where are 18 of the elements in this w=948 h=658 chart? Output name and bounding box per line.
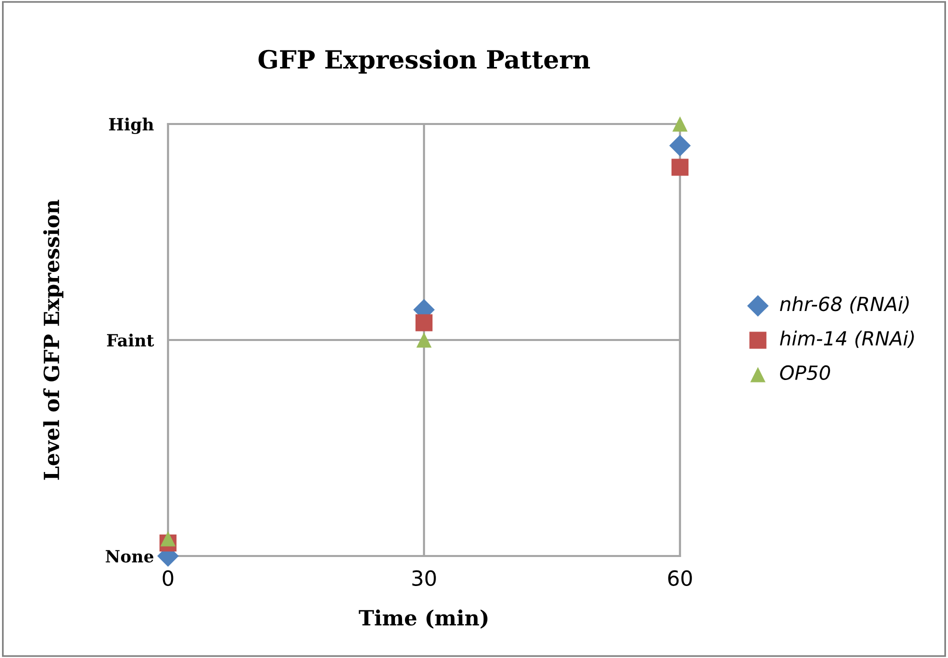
legend-label: OP50 (780, 365, 830, 380)
point (415, 314, 433, 332)
point (669, 134, 691, 156)
legend-label: nhr-68 (RNAi) (780, 296, 909, 314)
x-axis-title: Time (min) (358, 609, 488, 629)
x-tick-label: 60 (668, 570, 692, 586)
point (160, 531, 176, 546)
point (672, 116, 688, 132)
text: None (106, 550, 154, 563)
y-axis-title: Level of GFP Expression (43, 200, 64, 480)
point (671, 158, 689, 176)
x-tick-label: 30 (412, 570, 436, 586)
point (416, 332, 432, 348)
text: High (109, 118, 154, 134)
x-tick-label: 0 (162, 570, 174, 586)
chart-title: GFP Expression Pattern (258, 49, 590, 74)
text: Faint (107, 334, 154, 347)
legend-label: him-14 (RNAi) (780, 330, 914, 348)
